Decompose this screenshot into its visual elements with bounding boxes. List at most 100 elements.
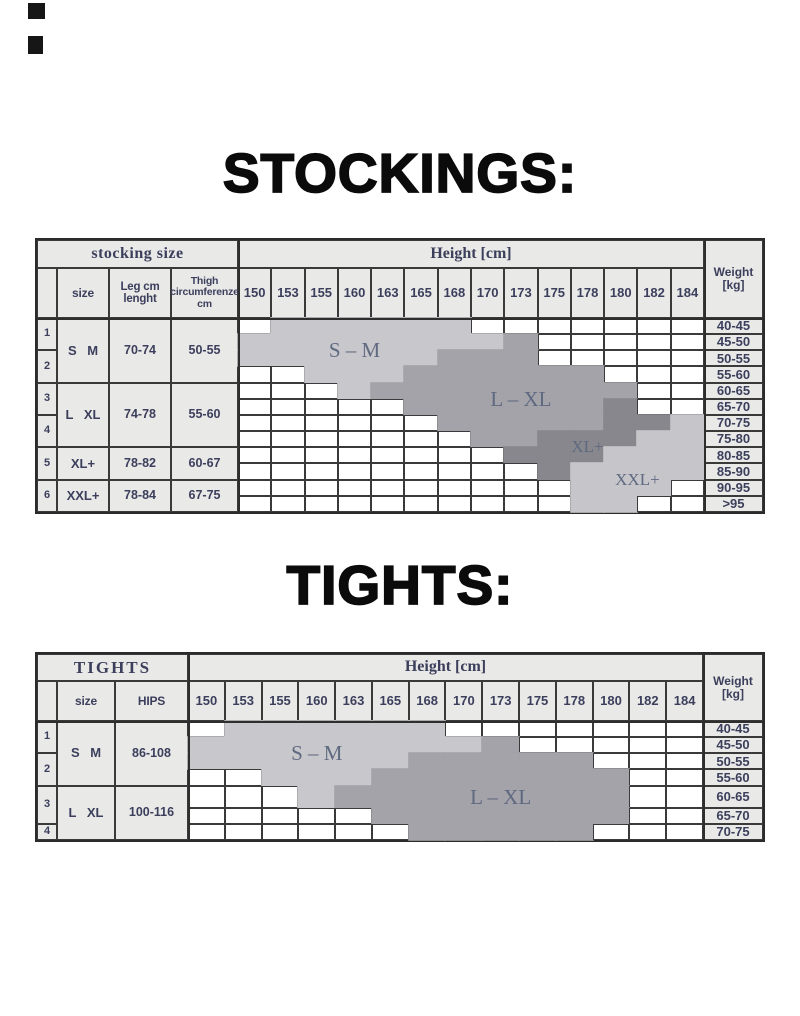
grid-cell (261, 753, 299, 770)
grid-cell (537, 350, 571, 367)
grid-cell (437, 366, 471, 383)
header-line: [kg] (722, 278, 745, 292)
grid-cell (371, 807, 409, 824)
grid-cell (335, 785, 372, 808)
grid-cell (537, 463, 571, 480)
grid-cell (604, 318, 638, 335)
header-line: Leg cm (120, 280, 160, 293)
height-value-cell: 150 (188, 681, 225, 721)
height-value-cell: 155 (304, 268, 338, 318)
grid-cell (482, 737, 520, 754)
grid-cell (666, 807, 703, 824)
grid-cell (666, 785, 703, 808)
weight-value-cell: 40-45 (703, 318, 763, 335)
grid-cell (337, 366, 372, 383)
grid-cell (504, 431, 538, 448)
grid-cell (670, 447, 704, 464)
size-measure-cell: 78-82 (109, 447, 171, 480)
grid-cell (304, 398, 338, 415)
grid-cell (188, 721, 225, 738)
grid-cell (504, 463, 538, 480)
grid-cell (555, 721, 593, 738)
grid-cell (570, 414, 605, 432)
table-divider (238, 240, 240, 512)
height-value-cell: 165 (404, 268, 438, 318)
header-divider (37, 721, 763, 723)
header-line: cm (197, 297, 212, 310)
grid-cell (437, 463, 471, 480)
weight-value-cell: 90-95 (703, 479, 763, 496)
grid-cell (337, 318, 372, 335)
grid-cell (570, 398, 605, 415)
grid-cell (238, 463, 272, 480)
grid-cell (470, 479, 505, 496)
weight-value-cell: 70-75 (703, 414, 763, 432)
weight-value-cell: 50-55 (702, 753, 763, 770)
grid-cell (470, 463, 505, 480)
height-value-cell: 153 (224, 681, 262, 721)
blank-corner-cell (37, 268, 57, 318)
grid-cell (519, 807, 556, 824)
weight-value-cell: 45-50 (702, 737, 763, 754)
grid-cell (637, 318, 671, 335)
grid-cell (504, 350, 538, 367)
weight-header: Weight [kg] (703, 240, 763, 318)
grid-cell (271, 318, 305, 335)
grid-cell (408, 769, 446, 786)
tights-title: TIGHTS: (286, 553, 514, 617)
grid-cell (537, 431, 571, 448)
grid-cell (261, 721, 299, 738)
grid-cell (224, 807, 262, 824)
grid-cell (304, 463, 338, 480)
grid-cell (482, 807, 520, 824)
header-divider (37, 318, 763, 320)
grid-cell (404, 398, 438, 415)
grid-cell (371, 431, 405, 448)
size-name-cell: XL+ (57, 447, 109, 480)
grid-cell (188, 753, 225, 770)
row-number-cell: 2 (37, 350, 57, 383)
grid-cell (637, 334, 671, 351)
grid-cell (482, 785, 520, 808)
grid-cell (604, 479, 638, 496)
grid-cell (271, 479, 305, 496)
grid-cell (445, 753, 483, 770)
grid-cell (570, 382, 605, 399)
grid-cell (670, 495, 704, 512)
grid-cell (470, 431, 505, 448)
grid-cell (224, 769, 262, 786)
grid-cell (337, 495, 372, 512)
grid-cell (304, 366, 338, 383)
grid-cell (335, 769, 372, 786)
size-measure-cell: 86-108 (115, 721, 188, 786)
grid-cell (604, 463, 638, 480)
grid-cell (537, 447, 571, 464)
height-value-cell: 182 (637, 268, 671, 318)
grid-cell (261, 737, 299, 754)
grid-cell (504, 479, 538, 496)
grid-cell (188, 769, 225, 786)
grid-cell (537, 318, 571, 335)
grid-cell (670, 318, 704, 335)
grid-cell (670, 414, 704, 432)
grid-cell (629, 785, 667, 808)
grid-cell (504, 334, 538, 351)
grid-cell (445, 785, 483, 808)
height-value-cell: 173 (504, 268, 538, 318)
grid-cell (404, 431, 438, 448)
height-value-cell: 163 (335, 681, 372, 721)
grid-cell (335, 823, 372, 840)
grid-cell (337, 334, 372, 351)
grid-cell (637, 479, 671, 496)
grid-cell (188, 737, 225, 754)
grid-cell (188, 785, 225, 808)
grid-cell (335, 807, 372, 824)
weight-value-cell: 75-80 (703, 431, 763, 448)
height-value-cell: 160 (337, 268, 372, 318)
grid-cell (404, 382, 438, 399)
height-value-cell: 178 (570, 268, 605, 318)
grid-cell (555, 769, 593, 786)
grid-cell (304, 414, 338, 432)
height-value-cell: 165 (371, 681, 409, 721)
grid-cell (238, 334, 272, 351)
